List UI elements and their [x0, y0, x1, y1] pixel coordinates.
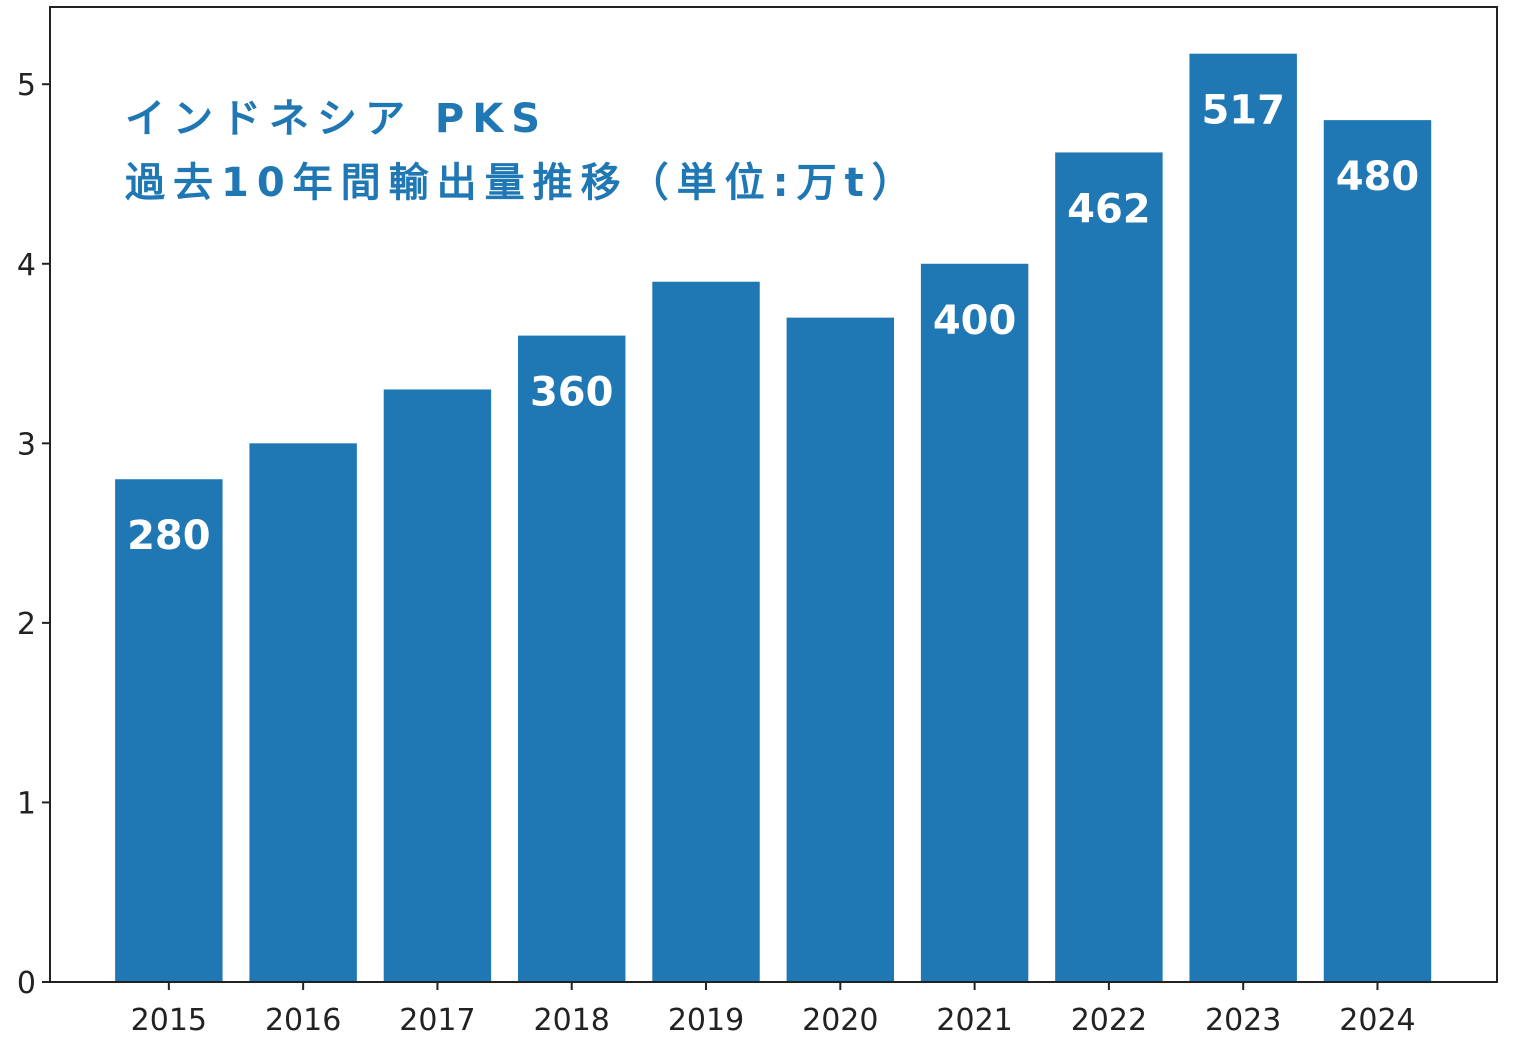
- x-tick-label: 2022: [1071, 1003, 1147, 1038]
- data-label-2023: 517: [1201, 88, 1285, 134]
- x-tick-label: 2016: [265, 1003, 341, 1038]
- x-tick-label: 2015: [131, 1003, 207, 1038]
- y-tick-label: 5: [17, 68, 36, 103]
- bar-2021: [920, 263, 1029, 982]
- x-tick-label: 2023: [1205, 1003, 1281, 1038]
- bar-2017: [383, 389, 492, 982]
- data-label-2021: 400: [933, 298, 1017, 344]
- chart-title-line-1: インドネシア PKS: [125, 96, 548, 142]
- bar-2018: [518, 335, 626, 982]
- x-tick-label: 2021: [936, 1003, 1012, 1038]
- y-tick-label: 2: [17, 607, 36, 642]
- data-label-2018: 360: [530, 370, 614, 416]
- plot-frame: [49, 6, 1498, 983]
- data-label-2015: 280: [127, 513, 211, 559]
- y-tick-label: 0: [17, 966, 36, 1001]
- x-tick-label: 2018: [534, 1003, 610, 1038]
- bar-2020: [786, 317, 895, 982]
- y-tick-label: 4: [17, 248, 36, 283]
- y-tick-label: 3: [17, 427, 36, 462]
- x-tick-label: 2020: [802, 1003, 878, 1038]
- bar-2023: [1189, 53, 1297, 983]
- x-tick-label: 2017: [399, 1003, 475, 1038]
- bar-2016: [249, 443, 357, 983]
- chart-title-line-2: 過去10年間輸出量推移（単位:万t）: [125, 160, 920, 206]
- bar-2022: [1055, 152, 1163, 982]
- data-label-2022: 462: [1067, 186, 1151, 232]
- data-label-2024: 480: [1336, 154, 1420, 200]
- x-tick-label: 2024: [1339, 1003, 1415, 1038]
- bar-2019: [652, 281, 760, 982]
- bar-2024: [1323, 120, 1432, 983]
- x-tick-label: 2019: [668, 1003, 744, 1038]
- y-tick-label: 1: [17, 786, 36, 821]
- bar-2015: [115, 479, 223, 982]
